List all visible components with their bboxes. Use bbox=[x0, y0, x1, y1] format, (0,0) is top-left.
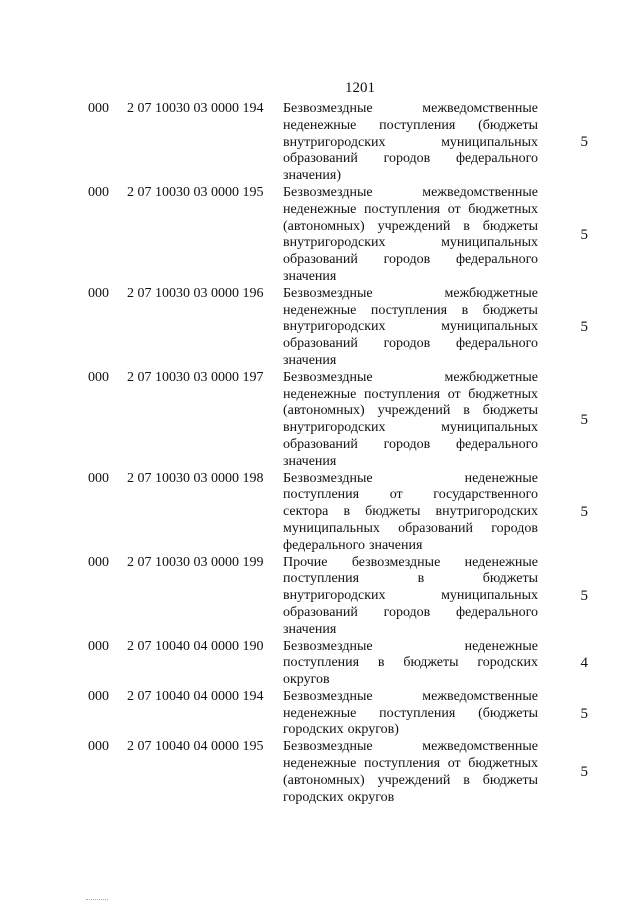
budget-classification-code: 2 07 10030 03 0000 195 bbox=[127, 184, 264, 200]
description-line: значения) bbox=[283, 168, 342, 184]
income-description: Безвозмездные межведомственные неденежные п… bbox=[283, 689, 538, 739]
description-line: образований городов федерального bbox=[283, 151, 538, 167]
budget-classification-code: 2 07 10030 03 0000 194 bbox=[127, 101, 264, 116]
description-line: (автономных) учреждений в бюджеты bbox=[283, 218, 538, 234]
amount-value: 5 bbox=[580, 504, 589, 521]
description-line: Безвозмездные межбюджетные bbox=[283, 285, 538, 301]
amount-value: 5 bbox=[580, 588, 589, 604]
admin-code: 000 bbox=[88, 101, 109, 116]
amount-value: 5 bbox=[580, 705, 589, 722]
budget-code-table: 000 2 07 10030 03 0000 194 Безвозмездные ме… bbox=[88, 101, 588, 806]
description-line: неденежные поступления в бюджеты bbox=[283, 302, 538, 318]
income-description: Безвозмездные межбюджетные неденежные посту… bbox=[283, 370, 538, 471]
description-line: внутригородских муниципальных bbox=[283, 235, 538, 251]
table-row: 000 2 07 10040 04 0000 190 Безвозмездные не… bbox=[88, 639, 588, 689]
budget-classification-code: 2 07 10030 03 0000 199 bbox=[127, 554, 264, 570]
description-line: Безвозмездные межведомственные bbox=[283, 688, 538, 704]
description-line: Безвозмездные межведомственные bbox=[283, 739, 538, 755]
admin-code: 000 bbox=[88, 688, 109, 704]
income-description: Безвозмездные межведомственные неденежные п… bbox=[283, 101, 538, 185]
description-line: неденежные поступления (бюджеты bbox=[283, 705, 538, 721]
description-line: неденежные поступления от бюджетных bbox=[283, 756, 538, 772]
amount-value: 5 bbox=[580, 319, 589, 336]
description-line: неденежные поступления (бюджеты bbox=[283, 117, 538, 133]
income-description: Безвозмездные межведомственные неденежные п… bbox=[283, 739, 538, 806]
income-description: Безвозмездные неденежные поступления в бюдже… bbox=[283, 639, 538, 689]
description-line: образований городов федерального bbox=[283, 336, 538, 352]
description-line: Безвозмездные неденежные bbox=[283, 470, 538, 486]
table-row: 000 2 07 10030 03 0000 199 Прочие безвозмез… bbox=[88, 555, 588, 639]
description-line: значения bbox=[283, 453, 337, 469]
amount-value: 4 bbox=[580, 655, 589, 672]
table-row: 000 2 07 10040 04 0000 195 Безвозмездные ме… bbox=[88, 739, 588, 806]
description-line: неденежные поступления от бюджетных bbox=[283, 201, 538, 217]
admin-code: 000 bbox=[88, 638, 109, 654]
income-description: Безвозмездные неденежные поступления от госу… bbox=[283, 471, 538, 555]
table-row: 000 2 07 10030 03 0000 196 Безвозмездные ме… bbox=[88, 286, 588, 370]
description-line: поступления в бюджеты городских bbox=[283, 655, 538, 671]
description-line: Безвозмездные межведомственные bbox=[283, 184, 538, 200]
budget-classification-code: 2 07 10030 03 0000 198 bbox=[127, 470, 264, 486]
admin-code: 000 bbox=[88, 369, 109, 385]
budget-classification-code: 2 07 10040 04 0000 194 bbox=[127, 688, 264, 704]
budget-classification-code: 2 07 10030 03 0000 196 bbox=[127, 285, 264, 301]
amount-value: 5 bbox=[580, 764, 589, 781]
description-line: сектора в бюджеты внутригородских bbox=[283, 504, 538, 520]
amount-value: 5 bbox=[580, 134, 589, 151]
amount-value: 5 bbox=[580, 411, 589, 428]
table-row: 000 2 07 10030 03 0000 195 Безвозмездные ме… bbox=[88, 185, 588, 286]
description-line: федерального значения bbox=[283, 537, 423, 553]
budget-classification-code: 2 07 10040 04 0000 195 bbox=[127, 739, 264, 755]
description-line: Безвозмездные межбюджетные bbox=[283, 369, 538, 385]
description-line: Безвозмездные неденежные bbox=[283, 638, 538, 654]
description-line: внутригородских муниципальных bbox=[283, 134, 538, 150]
description-line: внутригородских муниципальных bbox=[283, 319, 538, 335]
description-line: значения bbox=[283, 268, 337, 284]
budget-classification-code: 2 07 10040 04 0000 190 bbox=[127, 638, 264, 654]
page-number: 1201 bbox=[345, 80, 375, 96]
description-line: внутригородских муниципальных bbox=[283, 588, 538, 604]
budget-classification-code: 2 07 10030 03 0000 197 bbox=[127, 369, 264, 385]
income-description: Прочие безвозмездные неденежные поступления… bbox=[283, 555, 538, 639]
admin-code: 000 bbox=[88, 554, 109, 570]
description-line: городских округов bbox=[283, 789, 395, 805]
table-row: 000 2 07 10030 03 0000 197 Безвозмездные ме… bbox=[88, 370, 588, 471]
description-line: поступления в бюджеты bbox=[283, 571, 538, 587]
income-description: Безвозмездные межведомственные неденежные п… bbox=[283, 185, 538, 286]
admin-code: 000 bbox=[88, 184, 109, 200]
income-description: Безвозмездные межбюджетные неденежные посту… bbox=[283, 286, 538, 370]
admin-code: 000 bbox=[88, 285, 109, 301]
description-line: неденежные поступления от бюджетных bbox=[283, 386, 538, 402]
table-row: 000 2 07 10030 03 0000 198 Безвозмездные не… bbox=[88, 471, 588, 555]
table-row: 000 2 07 10040 04 0000 194 Безвозмездные ме… bbox=[88, 689, 588, 739]
description-line: округов bbox=[283, 672, 330, 688]
description-line: поступления от государственного bbox=[283, 487, 538, 503]
scan-artifact bbox=[86, 899, 108, 900]
admin-code: 000 bbox=[88, 470, 109, 486]
description-line: Безвозмездные межведомственные bbox=[283, 101, 538, 116]
description-line: внутригородских муниципальных bbox=[283, 420, 538, 436]
amount-value: 5 bbox=[580, 226, 589, 243]
description-line: образований городов федерального bbox=[283, 436, 538, 452]
admin-code: 000 bbox=[88, 739, 109, 755]
description-line: образований городов федерального bbox=[283, 252, 538, 268]
description-line: (автономных) учреждений в бюджеты bbox=[283, 403, 538, 419]
description-line: (автономных) учреждений в бюджеты bbox=[283, 772, 538, 788]
table-row: 000 2 07 10030 03 0000 194 Безвозмездные ме… bbox=[88, 101, 588, 185]
description-line: Прочие безвозмездные неденежные bbox=[283, 554, 538, 570]
description-line: муниципальных образований городов bbox=[283, 520, 538, 536]
description-line: городских округов) bbox=[283, 722, 399, 738]
description-line: образований городов федерального bbox=[283, 604, 538, 620]
description-line: значения bbox=[283, 352, 337, 368]
description-line: значения bbox=[283, 621, 337, 637]
